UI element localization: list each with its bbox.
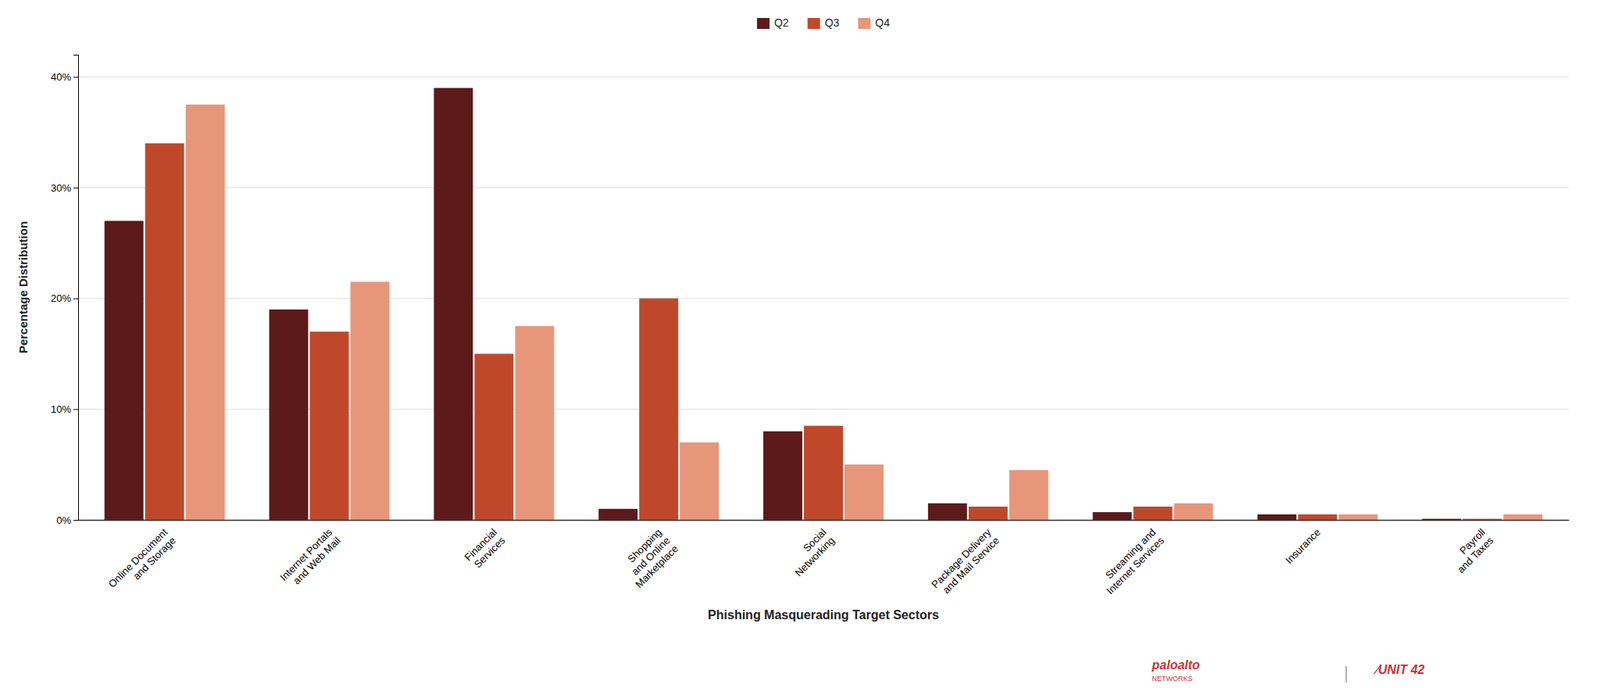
logo-separator: | [1343, 662, 1349, 683]
legend-label: Q4 [875, 16, 890, 29]
x-axis: Online Documentand Storage Internet Porta… [78, 520, 1570, 599]
legend-label: Q3 [825, 16, 840, 29]
legend-item: Q3 [807, 16, 840, 29]
chart: 0% 10% 20% 30% 40% Online Documentand Storage… [0, 0, 1600, 688]
x-tick-label: FinancialServices [462, 525, 508, 572]
x-tick: FinancialServices [462, 525, 508, 572]
bar [1092, 511, 1133, 520]
x-tick-label: Online Documentand Storage [106, 525, 179, 598]
y-tick: 40% [50, 71, 79, 83]
logo-subtext: NETWORKS [1152, 674, 1193, 683]
x-tick: Online Documentand Storage [106, 525, 179, 598]
bar [1174, 503, 1214, 520]
y-tick-mark [73, 519, 79, 521]
grid-line [78, 187, 1569, 189]
legend-swatch [857, 17, 871, 29]
bar [104, 221, 144, 521]
y-tick-label: 30% [50, 182, 72, 194]
legend-item: Q4 [857, 16, 890, 29]
bar [598, 508, 638, 520]
bar [803, 425, 843, 520]
bar [269, 309, 309, 520]
x-tick-label: Shoppingand OnlineMarketplace [616, 525, 681, 590]
legend-swatch [757, 17, 770, 29]
x-tick: Shoppingand OnlineMarketplace [616, 525, 681, 590]
x-tick-label: SocialNetworking [784, 525, 837, 579]
x-tick: Package Deliveryand Mail Service [928, 525, 1002, 599]
y-tick-mark [73, 76, 79, 78]
bar [1339, 514, 1379, 520]
bars [104, 88, 1543, 521]
bar [844, 464, 884, 520]
bar [1133, 506, 1173, 520]
annotations: paloalto NETWORKS | ∕UNIT 42 [1151, 657, 1425, 683]
x-tick: Payrolland Taxes [1446, 525, 1497, 575]
x-tick: Streaming andInternet Services [1096, 525, 1168, 597]
y-tick: 10% [50, 403, 79, 415]
grid-line [78, 76, 1569, 78]
x-tick-label: Internet Portalsand Web Mail [277, 525, 343, 592]
bar [474, 353, 514, 521]
legend-swatch [807, 17, 821, 29]
bar [968, 506, 1008, 520]
bar [928, 503, 968, 520]
bar [433, 88, 473, 521]
x-tick-label: Insurance [1282, 525, 1323, 566]
bar [639, 298, 679, 520]
grid-line [78, 297, 1569, 299]
logo-text: ∕UNIT 42 [1372, 662, 1425, 676]
legend-item: Q2 [757, 16, 790, 29]
bar [145, 142, 185, 520]
plot: 0% 10% 20% 30% 40% Online Documentand Storage… [50, 55, 1570, 599]
y-tick: 0% [56, 514, 79, 526]
y-axis: 0% 10% 20% 30% 40% [50, 55, 79, 526]
bar [185, 104, 225, 520]
legend: Q2 Q3 Q4 [757, 16, 890, 29]
bar-series [104, 88, 1462, 521]
y-tick-mark [73, 298, 79, 300]
y-tick-label: 40% [50, 71, 72, 83]
x-tick: SocialNetworking [784, 525, 837, 579]
y-tick: 20% [50, 292, 79, 304]
bar [763, 431, 803, 520]
bar-series [145, 142, 1503, 520]
y-tick-label: 20% [50, 292, 72, 304]
legend-label: Q2 [774, 16, 790, 29]
x-tick-label: Streaming andInternet Services [1096, 525, 1168, 597]
bar-series [185, 104, 1543, 520]
x-tick: Internet Portalsand Web Mail [277, 525, 343, 592]
bar [310, 331, 350, 520]
y-axis-line [73, 55, 79, 521]
x-tick-label: Payrolland Taxes [1446, 525, 1497, 575]
bar [350, 281, 390, 520]
bar [1257, 514, 1297, 520]
y-tick-label: 0% [56, 514, 72, 526]
y-tick-mark [73, 408, 79, 410]
x-tick-label: Package Deliveryand Mail Service [928, 525, 1002, 599]
y-axis-title: Percentage Distribution [16, 221, 30, 354]
bar [1503, 514, 1543, 520]
x-axis-line [78, 519, 1570, 522]
grid [78, 76, 1569, 520]
logo-text: paloalto [1151, 657, 1201, 672]
x-tick: Insurance [1282, 525, 1323, 566]
bar [1009, 469, 1049, 520]
bar [679, 442, 719, 520]
y-tick-label: 10% [50, 403, 72, 415]
x-axis-title: Phishing Masquerading Target Sectors [707, 607, 940, 622]
bar [1298, 514, 1338, 520]
y-tick: 30% [50, 182, 79, 194]
y-tick-mark [73, 187, 79, 189]
bar [514, 325, 554, 520]
